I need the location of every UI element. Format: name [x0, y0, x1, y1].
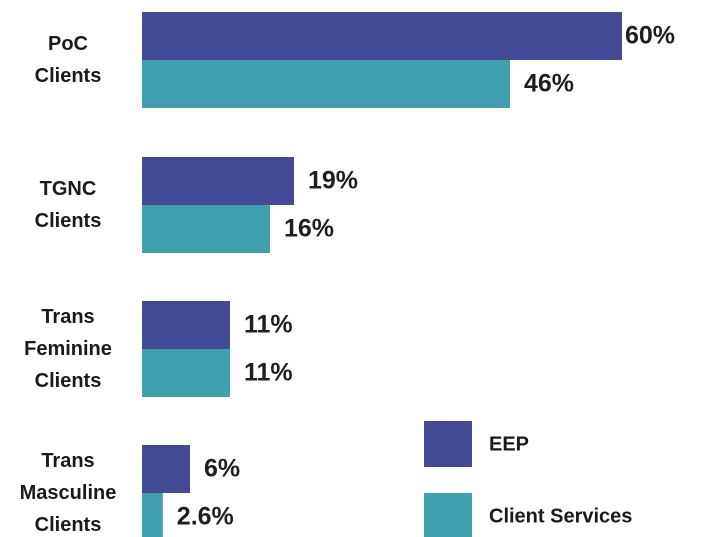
- value-label: 11%: [244, 311, 293, 339]
- bar: [142, 157, 294, 205]
- value-label: 6%: [204, 455, 240, 483]
- category-label: Trans Feminine Clients: [24, 306, 112, 392]
- bar: [142, 493, 163, 537]
- legend-swatch: [424, 421, 472, 467]
- value-label: 2.6%: [177, 503, 234, 531]
- value-label: 11%: [244, 359, 293, 387]
- bar: [142, 349, 230, 397]
- value-label: 60%: [625, 22, 675, 50]
- legend-label: EEP: [489, 433, 529, 455]
- category-label: PoC Clients: [34, 33, 102, 87]
- bar: [142, 60, 510, 108]
- bar: [142, 205, 270, 253]
- value-label: 19%: [308, 167, 358, 195]
- value-label: 46%: [524, 70, 574, 98]
- category-label: Trans Masculine Clients: [19, 450, 117, 536]
- bar: [142, 12, 622, 60]
- category-label: TGNC Clients: [34, 178, 102, 232]
- legend-label: Client Services: [489, 505, 632, 527]
- bar: [142, 445, 190, 493]
- value-label: 16%: [284, 215, 334, 243]
- legend-swatch: [424, 493, 472, 537]
- bar: [142, 301, 230, 349]
